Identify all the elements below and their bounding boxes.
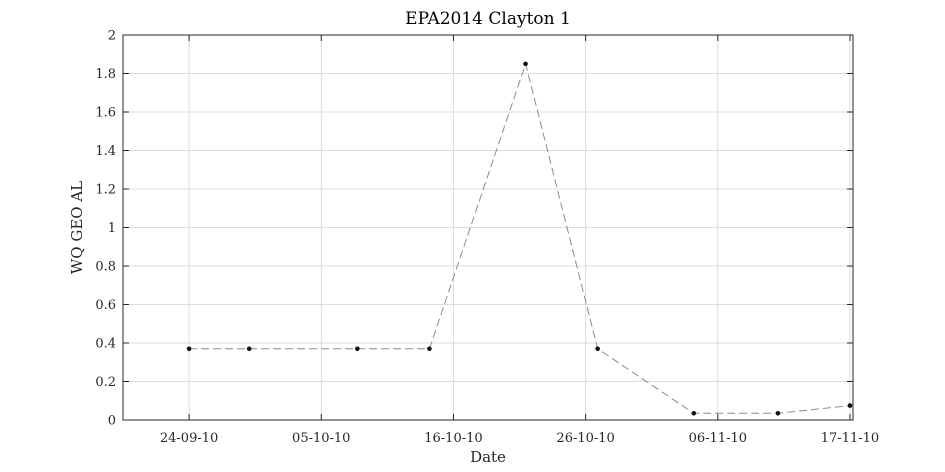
y-tick-label: 1 xyxy=(108,221,116,236)
x-tick-label: 16-10-10 xyxy=(424,431,482,446)
data-point xyxy=(355,346,360,352)
y-tick-label: 1.8 xyxy=(95,67,116,82)
axis-ticks: 0 0.2 0.4 0.6 0.8 1 1.2 1.4 1.6 1.8 2 24-09-10 05-10… xyxy=(95,29,879,447)
data-point xyxy=(523,61,528,67)
y-tick-label: 1.2 xyxy=(95,183,116,198)
x-axis-label: Date xyxy=(470,448,506,466)
series-line xyxy=(189,62,851,414)
data-point xyxy=(595,346,600,352)
y-axis-label: WQ GEO AL xyxy=(68,181,86,274)
y-tick-label: 0.6 xyxy=(95,298,116,313)
y-tick-label: 0.4 xyxy=(95,337,116,352)
y-tick-label: 0.8 xyxy=(95,260,116,275)
y-tick-label: 0 xyxy=(108,414,116,429)
data-series xyxy=(186,61,853,416)
y-tick-label: 1.6 xyxy=(95,106,116,121)
y-tick-label: 1.4 xyxy=(95,144,116,159)
x-tick-label: 05-10-10 xyxy=(292,431,350,446)
y-tick-label: 0.2 xyxy=(95,375,116,390)
x-tick-label: 06-11-10 xyxy=(689,431,747,446)
chart-title: EPA2014 Clayton 1 xyxy=(405,9,571,29)
x-tick-label: 17-11-10 xyxy=(821,431,879,446)
data-point xyxy=(691,410,697,416)
data-point xyxy=(775,410,781,416)
y-tick-label: 2 xyxy=(108,29,116,44)
x-tick-label: 26-10-10 xyxy=(556,431,614,446)
data-point xyxy=(427,346,432,352)
data-point xyxy=(847,403,853,408)
grid xyxy=(123,35,853,420)
data-point xyxy=(186,346,192,352)
x-tick-label: 24-09-10 xyxy=(160,431,218,446)
data-point xyxy=(246,346,252,352)
